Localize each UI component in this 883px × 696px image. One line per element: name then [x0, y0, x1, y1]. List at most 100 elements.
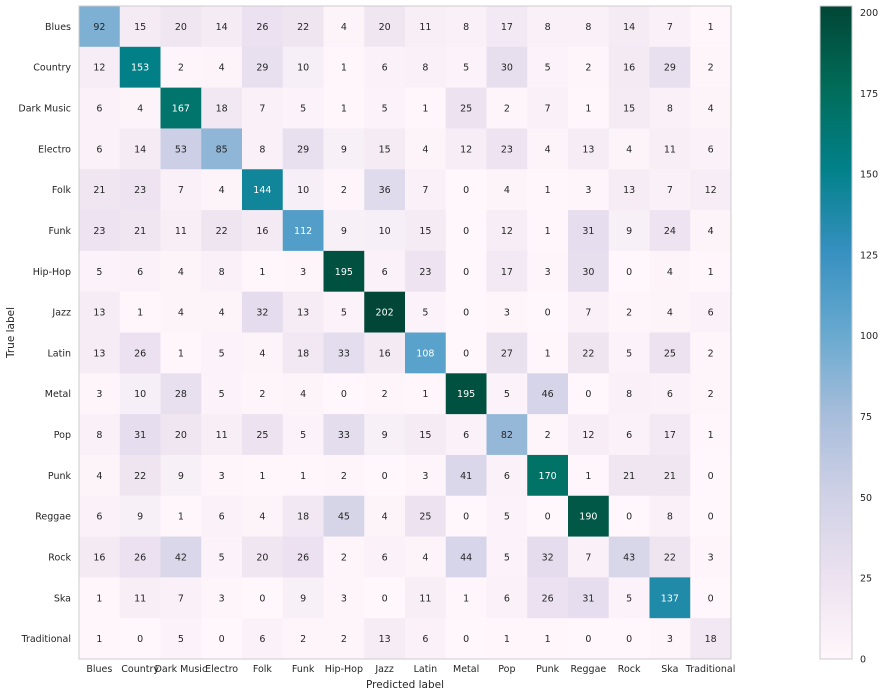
heatmap-cell-value: 5 [219, 389, 225, 400]
heatmap-cell-value: 6 [626, 430, 632, 441]
heatmap-cell-value: 0 [708, 471, 714, 482]
heatmap-cell [79, 128, 121, 170]
heatmap-cell-value: 13 [93, 308, 105, 319]
heatmap-cell [486, 210, 528, 252]
heatmap-cell [201, 46, 243, 89]
heatmap-cell [160, 128, 202, 170]
heatmap-cell [160, 87, 202, 129]
heatmap-cell [201, 373, 243, 415]
heatmap-cell-value: 1 [96, 634, 102, 645]
heatmap-cell [608, 618, 650, 660]
heatmap-cell-value: 26 [134, 552, 146, 563]
heatmap-cell [282, 536, 324, 578]
heatmap-cell [649, 618, 691, 660]
heatmap-cell-value: 45 [338, 512, 350, 523]
heatmap-cell [690, 87, 732, 129]
heatmap-cell [486, 291, 528, 333]
heatmap-cell [364, 87, 406, 129]
heatmap-cell [568, 128, 610, 170]
heatmap-cell-value: 8 [585, 22, 591, 33]
heatmap-cell [608, 6, 650, 48]
heatmap-cell [568, 536, 610, 578]
heatmap-cell-value: 0 [463, 512, 469, 523]
colorbar-tick-label: 125 [860, 250, 878, 261]
heatmap-cell [79, 373, 121, 415]
heatmap-cell [201, 128, 243, 170]
heatmap-cell-value: 0 [585, 634, 591, 645]
heatmap-cell-value: 4 [137, 104, 143, 115]
heatmap-cell-value: 0 [708, 512, 714, 523]
heatmap-cell-value: 1 [708, 267, 714, 278]
heatmap-cell-value: 17 [664, 430, 676, 441]
heatmap-cell-value: 4 [626, 144, 632, 155]
heatmap-cell [323, 618, 365, 660]
heatmap-cell-value: 5 [300, 104, 306, 115]
heatmap-cell [649, 332, 691, 374]
heatmap-cell [649, 87, 691, 129]
heatmap-cell [608, 169, 650, 211]
heatmap-cell [323, 250, 365, 293]
heatmap-cell [690, 46, 732, 89]
heatmap-cell-value: 4 [341, 22, 347, 33]
heatmap-cell [160, 250, 202, 293]
heatmap-cell [527, 210, 569, 252]
heatmap-cell-value: 1 [545, 185, 551, 196]
heatmap-cell-value: 1 [137, 308, 143, 319]
heatmap-cell [608, 332, 650, 374]
heatmap-cell [242, 87, 284, 129]
heatmap-cell-value: 21 [134, 226, 146, 237]
heatmap-cell [79, 210, 121, 252]
heatmap-cell [282, 87, 324, 129]
heatmap-cell-value: 0 [463, 634, 469, 645]
heatmap-cell-value: 1 [545, 226, 551, 237]
heatmap-cell-value: 3 [585, 185, 591, 196]
heatmap-cell [405, 454, 447, 497]
heatmap-cell [649, 454, 691, 497]
heatmap-cell [649, 291, 691, 333]
heatmap-cell [568, 250, 610, 293]
heatmap-cell [364, 536, 406, 578]
heatmap-cell [201, 87, 243, 129]
heatmap-cell-value: 18 [297, 348, 309, 359]
heatmap-cell [405, 373, 447, 415]
heatmap-cell [79, 87, 121, 129]
heatmap-cell-value: 4 [708, 226, 714, 237]
heatmap-cell [242, 46, 284, 89]
heatmap-cell [568, 373, 610, 415]
heatmap-cell-value: 10 [379, 226, 391, 237]
heatmap-cell-value: 5 [382, 104, 388, 115]
heatmap-cell [79, 618, 121, 660]
heatmap-cell [364, 495, 406, 538]
heatmap-cell [282, 250, 324, 293]
heatmap-cell-value: 8 [259, 144, 265, 155]
y-tick-label: Dark Music [18, 104, 71, 115]
heatmap-cell-value: 22 [134, 471, 146, 482]
heatmap-cell [79, 454, 121, 497]
heatmap-cell [405, 291, 447, 333]
heatmap-cell-value: 32 [542, 552, 554, 563]
heatmap-cell [282, 373, 324, 415]
heatmap-cell [649, 169, 691, 211]
heatmap-cell-value: 6 [137, 267, 143, 278]
heatmap-cell-value: 10 [297, 63, 309, 74]
heatmap-cell [608, 210, 650, 252]
heatmap-cell-value: 2 [585, 63, 591, 74]
heatmap-cell-value: 4 [422, 552, 428, 563]
heatmap-cell-value: 2 [178, 63, 184, 74]
heatmap-cell [282, 128, 324, 170]
heatmap-cell [160, 577, 202, 619]
heatmap-cell-value: 1 [96, 593, 102, 604]
heatmap-cell [486, 536, 528, 578]
heatmap-cell-value: 2 [504, 104, 510, 115]
heatmap-cell [119, 210, 161, 252]
y-tick-label: Punk [48, 471, 72, 482]
y-tick-label: Electro [38, 144, 71, 155]
heatmap-cell-value: 9 [300, 593, 306, 604]
heatmap-cell [364, 577, 406, 619]
heatmap-cell [364, 618, 406, 660]
heatmap-cell [201, 210, 243, 252]
heatmap-cell-value: 2 [626, 308, 632, 319]
x-tick-label: Punk [536, 664, 560, 675]
heatmap-cell-value: 1 [545, 634, 551, 645]
y-tick-label: Jazz [51, 308, 71, 319]
